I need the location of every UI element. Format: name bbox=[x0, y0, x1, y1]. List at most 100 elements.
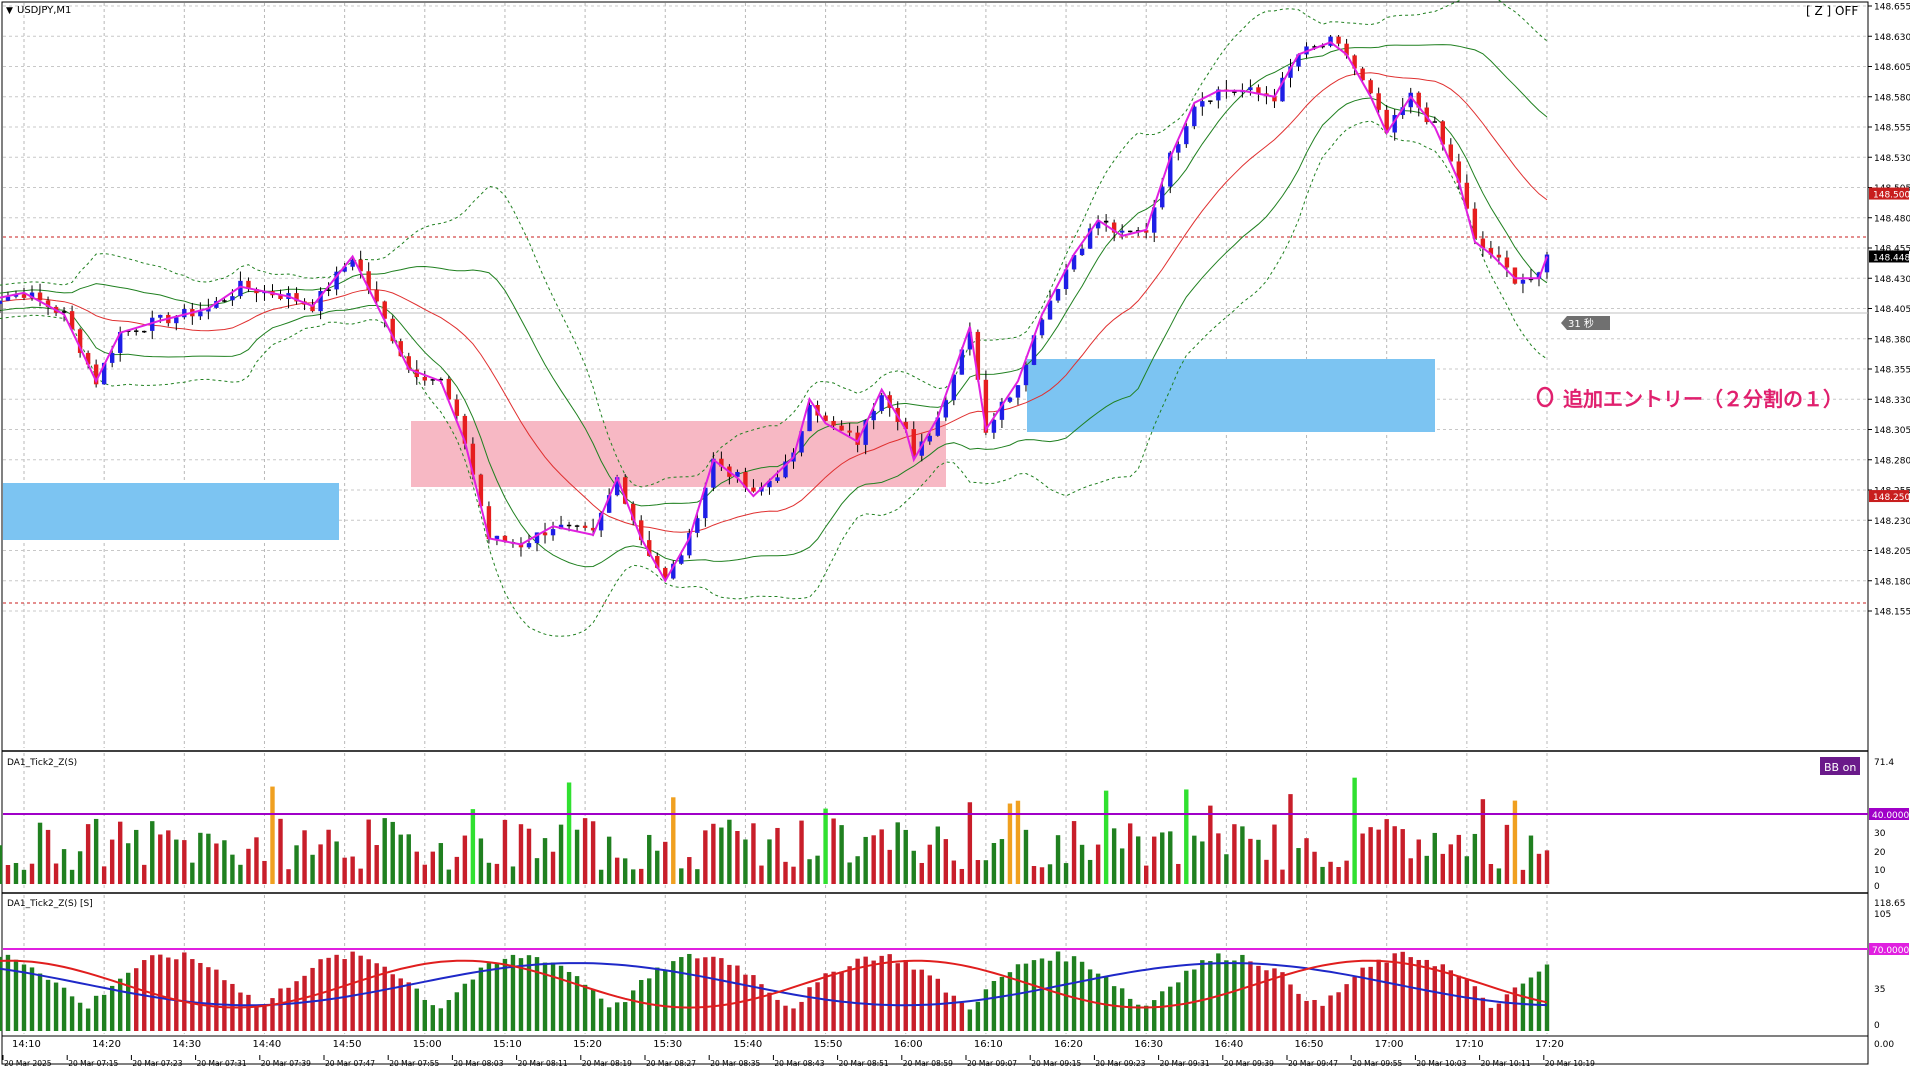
bb-toggle-button[interactable]: BB on bbox=[1820, 757, 1860, 775]
time-axis[interactable]: 14:10 14:20 14:30 14:40 14:50 15:00 15:10 15:20… bbox=[2, 1039, 1595, 1068]
histogram1-bar bbox=[1039, 867, 1045, 884]
symbol-dropdown-icon[interactable]: ▼ bbox=[6, 6, 13, 16]
histogram2-bar bbox=[1232, 960, 1237, 1031]
histogram2-bar bbox=[943, 992, 949, 1031]
candle-body bbox=[1512, 267, 1518, 284]
time-label-long: 20 Mar 07:55 bbox=[389, 1059, 439, 1068]
histogram1-bar bbox=[775, 827, 780, 884]
candle-body bbox=[150, 317, 155, 331]
histogram1-bar bbox=[278, 818, 283, 884]
histogram2-bar bbox=[1384, 962, 1389, 1031]
level-low-label-bg bbox=[1869, 490, 1909, 503]
histogram1-bar bbox=[847, 862, 852, 884]
histogram2-bar bbox=[1488, 1007, 1494, 1031]
time-label-short: 17:20 bbox=[1535, 1039, 1564, 1050]
candle-body bbox=[1296, 54, 1301, 67]
candle-body bbox=[1368, 80, 1373, 94]
time-label-short: 15:30 bbox=[653, 1039, 682, 1050]
histogram1-bar bbox=[222, 840, 227, 884]
histogram1-bar bbox=[855, 856, 860, 884]
time-label-short: 15:50 bbox=[814, 1039, 843, 1050]
histogram1-bar bbox=[1488, 864, 1494, 884]
histogram2-bar bbox=[622, 1002, 628, 1031]
candle-body bbox=[1480, 238, 1486, 248]
histogram1-bar bbox=[270, 786, 275, 884]
candle-body bbox=[1192, 106, 1197, 127]
candle-body bbox=[799, 431, 804, 453]
histogram1-bar bbox=[1536, 853, 1542, 884]
candle-body bbox=[1440, 121, 1445, 145]
histogram2-bar bbox=[727, 964, 732, 1031]
candle-body bbox=[743, 471, 748, 488]
histogram1-bar bbox=[1023, 829, 1029, 884]
histogram2-bar bbox=[21, 964, 27, 1031]
histogram2-bar bbox=[919, 969, 924, 1031]
candle-body bbox=[502, 535, 508, 543]
subwindow2-tick-label: 105 bbox=[1874, 910, 1891, 920]
histogram1-bar bbox=[190, 862, 195, 884]
subwindow1-tick-label: 20 bbox=[1874, 848, 1886, 858]
histogram2-bar bbox=[847, 966, 852, 1031]
candle-body bbox=[494, 535, 500, 540]
histogram2-bar bbox=[1376, 959, 1381, 1031]
histogram2-bar bbox=[174, 959, 179, 1031]
time-label-long: 20 Mar 08:43 bbox=[774, 1059, 824, 1068]
histogram2-bar bbox=[414, 988, 419, 1031]
price-tick-label: 148.455 bbox=[1874, 245, 1910, 255]
candle-body bbox=[278, 295, 283, 299]
histogram1-bar bbox=[639, 868, 644, 884]
histogram1-bar bbox=[1456, 834, 1462, 884]
candle-body bbox=[622, 477, 628, 504]
candle-body bbox=[1448, 144, 1454, 162]
histogram1-bar bbox=[382, 818, 387, 884]
candle-body bbox=[1055, 289, 1061, 301]
candle-body bbox=[69, 311, 75, 330]
histogram2-bar bbox=[406, 982, 411, 1031]
candle-body bbox=[5, 296, 11, 301]
zigzag-line bbox=[0, 41, 1548, 583]
histogram2-bar bbox=[1480, 997, 1486, 1031]
histogram2-bar bbox=[326, 957, 331, 1031]
histogram2-bar bbox=[478, 967, 484, 1031]
histogram1-bar bbox=[85, 824, 91, 884]
time-label-long: 20 Mar 09:39 bbox=[1224, 1059, 1274, 1068]
histogram2-bar bbox=[1392, 953, 1397, 1031]
level-high-label-bg bbox=[1869, 187, 1909, 200]
histogram1-bar bbox=[334, 841, 339, 884]
histogram1-bar bbox=[1111, 828, 1117, 884]
histogram2-bar bbox=[983, 989, 989, 1031]
histogram1-bar bbox=[414, 851, 419, 884]
histogram1-bar bbox=[614, 857, 620, 884]
candle-body bbox=[1320, 45, 1325, 48]
histogram2-bar bbox=[775, 999, 780, 1031]
histogram1-bar bbox=[238, 864, 243, 884]
candle-body bbox=[294, 293, 299, 302]
candle-body bbox=[1520, 279, 1526, 284]
candle-body bbox=[999, 401, 1005, 420]
histogram2-bar bbox=[1264, 970, 1269, 1031]
candle-body bbox=[1384, 109, 1389, 133]
zoom-status[interactable]: [ Z ] OFF bbox=[1806, 4, 1858, 18]
histogram1-bar bbox=[1440, 853, 1445, 884]
candle-body bbox=[671, 563, 676, 579]
price-axis[interactable]: 148.655 148.630 148.605 148.580 148.555 148.5… bbox=[1868, 3, 1910, 1051]
candle-body bbox=[182, 309, 187, 318]
subwindow2-tick-label: 118.65 bbox=[1874, 899, 1906, 909]
histogram1-bar bbox=[510, 866, 516, 884]
histogram2-bar bbox=[1312, 999, 1317, 1031]
histogram1-bar bbox=[518, 824, 524, 884]
candle-body bbox=[919, 441, 924, 456]
time-label-long: 20 Mar 08:19 bbox=[582, 1059, 632, 1068]
histogram2-bar bbox=[1512, 987, 1518, 1031]
histogram1-bar bbox=[1264, 859, 1269, 884]
price-tick-label: 148.605 bbox=[1874, 63, 1910, 73]
histogram2-bar bbox=[302, 975, 307, 1031]
threshold1-bg bbox=[1869, 808, 1909, 820]
histogram2-bar bbox=[510, 954, 516, 1031]
candle-body bbox=[855, 432, 860, 445]
histogram1-bar bbox=[126, 843, 131, 884]
candle-body bbox=[77, 329, 83, 353]
candle-body bbox=[174, 317, 179, 324]
histogram1-bar bbox=[326, 829, 331, 884]
